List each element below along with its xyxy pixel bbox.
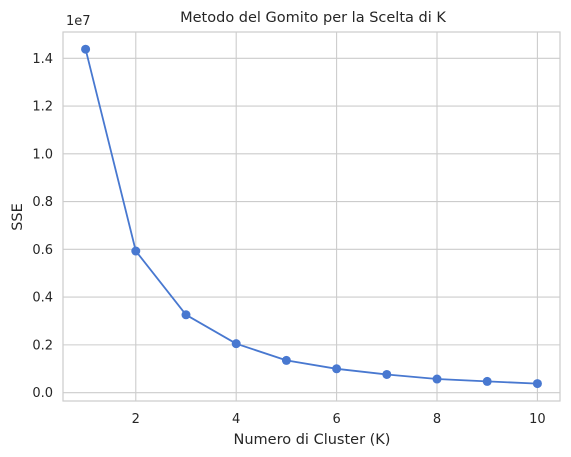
y-tick-label: 1.2: [32, 100, 53, 115]
series-line: [84, 48, 538, 385]
chart-title: Metodo del Gomito per la Scelta di K: [180, 10, 446, 26]
x-tick-label: 10: [529, 412, 546, 427]
data-point: [231, 339, 241, 349]
y-tick-label: 0.2: [32, 338, 53, 353]
y-tick-label: 0.0: [32, 386, 53, 401]
y-tick-label: 0.6: [32, 243, 53, 258]
plot-frame: [62, 31, 561, 402]
data-point: [131, 246, 141, 256]
data-point: [181, 310, 191, 320]
series-layer: [81, 44, 542, 389]
data-point: [281, 355, 291, 365]
x-tick-label: 8: [433, 412, 441, 427]
tick-labels: 2 4 6 8 10 0.0 0.2 0.4 0.6 0.8 1.0 1.2 1.4: [32, 52, 545, 427]
x-tick-label: 2: [132, 412, 140, 427]
data-point: [382, 369, 392, 379]
x-axis-label: Numero di Cluster (K): [234, 432, 391, 448]
y-tick-label: 1.0: [32, 147, 53, 162]
y-tick-label: 0.4: [32, 291, 53, 306]
data-point: [482, 376, 492, 386]
grid: [63, 32, 560, 401]
y-tick-label: 0.8: [32, 195, 53, 210]
data-point: [532, 379, 542, 389]
data-point: [432, 374, 442, 384]
data-point: [81, 44, 91, 54]
y-offset-label: 1e7: [66, 14, 91, 29]
x-tick-label: 4: [232, 412, 240, 427]
y-axis-label: SSE: [10, 203, 26, 231]
data-point: [332, 364, 342, 374]
y-tick-label: 1.4: [32, 52, 53, 67]
x-tick-label: 6: [332, 412, 340, 427]
